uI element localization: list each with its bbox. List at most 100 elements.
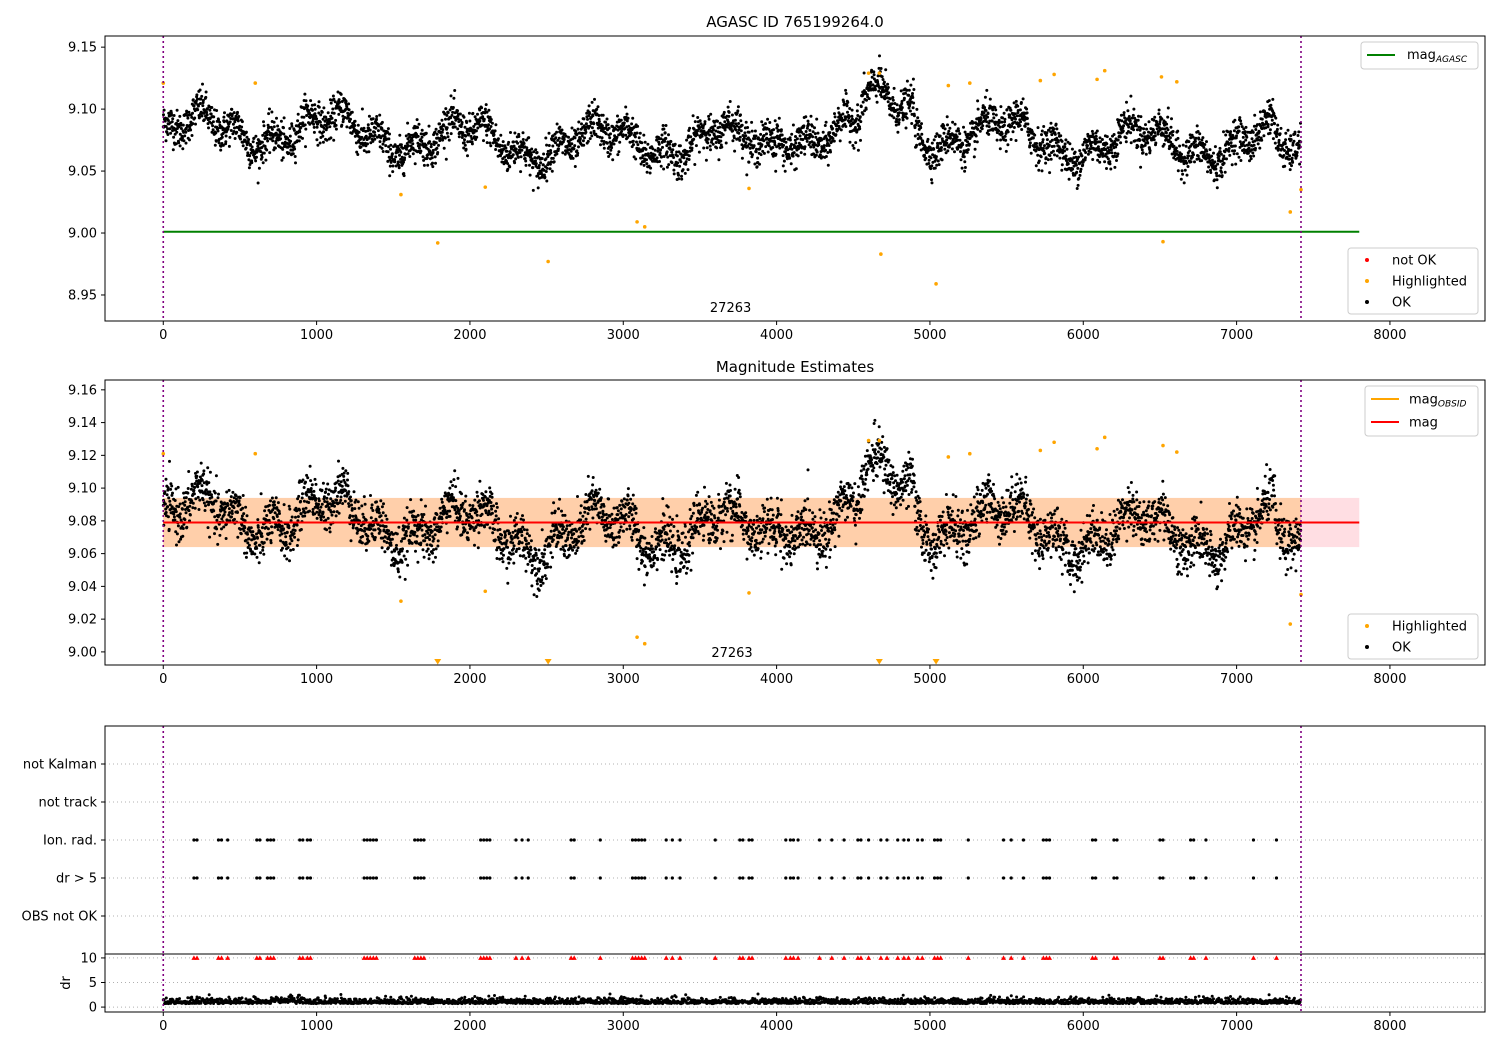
- ok-point: [387, 155, 391, 159]
- ok-point: [1058, 156, 1062, 160]
- ok-point: [182, 139, 186, 143]
- ok-point: [437, 143, 440, 147]
- ok-point: [288, 507, 292, 511]
- ok-point: [902, 96, 906, 100]
- ok-point: [1071, 167, 1075, 171]
- ok-point: [398, 133, 402, 137]
- ok-point: [213, 532, 216, 536]
- ok-point: [1290, 164, 1293, 168]
- ok-point: [663, 139, 667, 143]
- ok-point: [772, 128, 776, 132]
- ok-point: [178, 144, 182, 148]
- ok-point: [469, 134, 473, 138]
- ok-point: [667, 133, 670, 137]
- ok-point: [463, 138, 466, 142]
- ok-point: [1183, 156, 1187, 160]
- ok-point: [691, 114, 695, 118]
- ok-point: [1296, 134, 1300, 137]
- ok-point: [350, 503, 353, 507]
- ok-point: [939, 148, 943, 152]
- ok-point: [973, 147, 977, 151]
- x-tick-label: 2000: [453, 328, 486, 343]
- ok-point: [544, 136, 548, 140]
- ok-point: [178, 512, 182, 516]
- ok-point: [959, 158, 963, 162]
- ok-point: [183, 500, 187, 504]
- ok-point: [431, 161, 434, 165]
- ok-point: [1181, 172, 1185, 176]
- ok-point: [227, 507, 231, 511]
- ok-point: [1105, 142, 1109, 146]
- ok-point: [176, 119, 180, 123]
- ok-point: [162, 108, 166, 112]
- ok-point: [164, 511, 168, 514]
- ok-point: [636, 124, 640, 128]
- ok-point: [714, 141, 718, 144]
- ok-point: [551, 156, 555, 160]
- ok-point: [261, 548, 265, 552]
- highlighted-point: [253, 81, 258, 85]
- ok-point: [254, 134, 258, 138]
- ok-point: [207, 126, 210, 130]
- ok-point: [782, 159, 786, 163]
- ok-point: [978, 129, 982, 133]
- ok-point: [670, 161, 674, 165]
- ok-point: [513, 131, 517, 135]
- ok-point: [168, 499, 172, 503]
- ok-point: [534, 162, 538, 166]
- ok-point: [750, 120, 754, 124]
- ok-point: [896, 130, 900, 134]
- ok-point: [678, 144, 682, 148]
- ok-point: [1090, 129, 1094, 133]
- ok-point: [904, 126, 908, 130]
- legend-dot-swatch: [1365, 300, 1369, 304]
- ok-point: [229, 495, 233, 499]
- ok-point: [897, 118, 901, 122]
- ok-point: [1134, 120, 1138, 124]
- ok-point: [226, 127, 230, 131]
- highlighted-point: [1288, 210, 1293, 214]
- ok-point: [456, 127, 460, 131]
- ok-point: [662, 127, 666, 131]
- ok-point: [185, 111, 189, 115]
- y-tick-label: 9.05: [68, 165, 97, 180]
- ok-point: [1144, 123, 1147, 127]
- ok-point: [1254, 146, 1257, 150]
- ok-point: [1234, 162, 1238, 166]
- ok-point: [353, 507, 357, 511]
- ok-point: [457, 135, 461, 139]
- ok-point: [258, 543, 262, 547]
- ok-point: [1140, 134, 1144, 138]
- ok-point: [1000, 132, 1004, 136]
- ok-point: [878, 54, 881, 58]
- ok-point: [1060, 163, 1064, 167]
- ok-point: [399, 150, 403, 154]
- ok-point: [1115, 143, 1119, 147]
- ok-point: [1100, 138, 1104, 141]
- ok-point: [329, 136, 333, 140]
- ok-point: [658, 151, 662, 155]
- ok-point: [275, 515, 279, 518]
- ok-point: [940, 158, 944, 162]
- ok-point: [1205, 140, 1208, 144]
- ok-point: [315, 117, 319, 121]
- ok-point: [232, 130, 236, 133]
- ok-point: [260, 526, 264, 530]
- ok-point: [1260, 138, 1264, 142]
- ok-point: [1217, 154, 1221, 158]
- ok-point: [1108, 162, 1112, 166]
- ok-point: [648, 171, 652, 175]
- ok-point: [245, 135, 249, 139]
- ok-point: [231, 490, 235, 494]
- ok-point: [315, 510, 319, 514]
- ok-point: [792, 151, 796, 155]
- ok-point: [979, 117, 983, 121]
- ok-point: [1109, 148, 1113, 152]
- ok-point: [284, 543, 288, 547]
- ok-point: [590, 126, 594, 130]
- ok-point: [315, 516, 319, 520]
- ok-point: [175, 130, 179, 134]
- ok-point: [389, 143, 393, 147]
- ok-point: [1213, 160, 1217, 164]
- ok-point: [233, 137, 237, 140]
